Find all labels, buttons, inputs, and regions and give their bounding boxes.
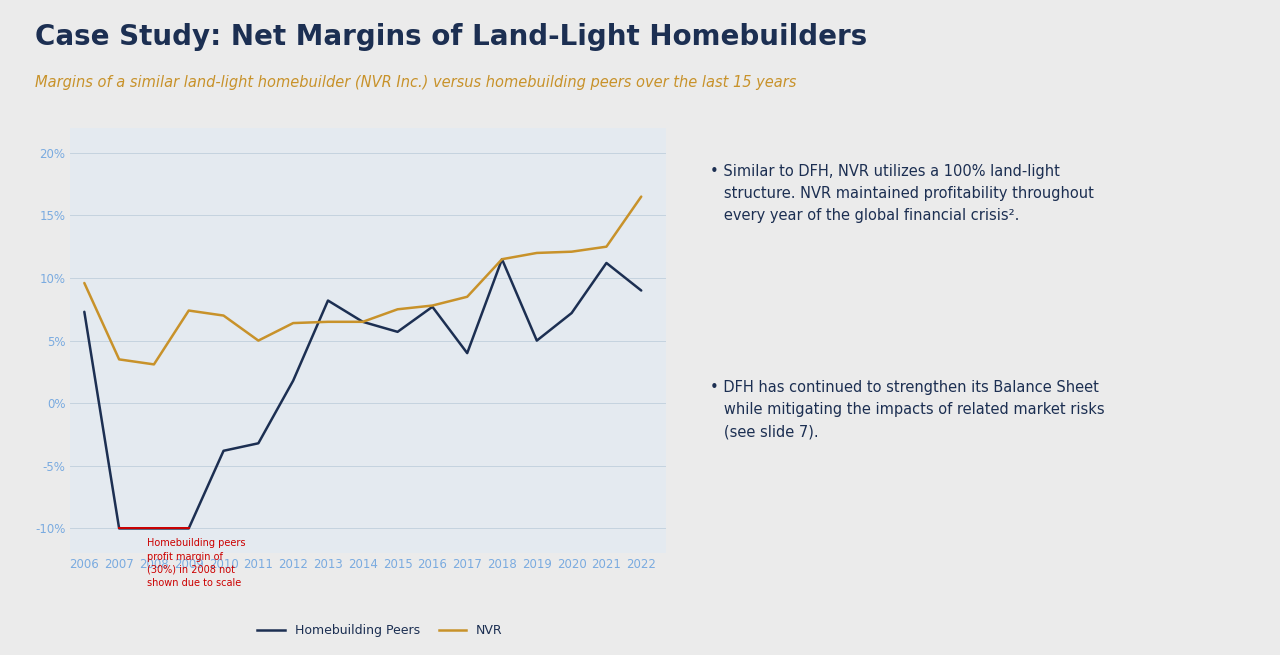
Text: Margins of a similar land-light homebuilder (NVR Inc.) versus homebuilding peers: Margins of a similar land-light homebuil… [35,75,796,90]
Legend: Homebuilding Peers, NVR: Homebuilding Peers, NVR [252,620,508,643]
Text: • DFH has continued to strengthen its Balance Sheet
   while mitigating the impa: • DFH has continued to strengthen its Ba… [710,380,1105,440]
Text: Case Study: Net Margins of Land-Light Homebuilders: Case Study: Net Margins of Land-Light Ho… [35,23,867,51]
Text: Homebuilding peers
profit margin of
(30%) in 2008 not
shown due to scale: Homebuilding peers profit margin of (30%… [147,538,246,588]
Text: • Similar to DFH, NVR utilizes a 100% land-light
   structure. NVR maintained pr: • Similar to DFH, NVR utilizes a 100% la… [710,164,1094,223]
